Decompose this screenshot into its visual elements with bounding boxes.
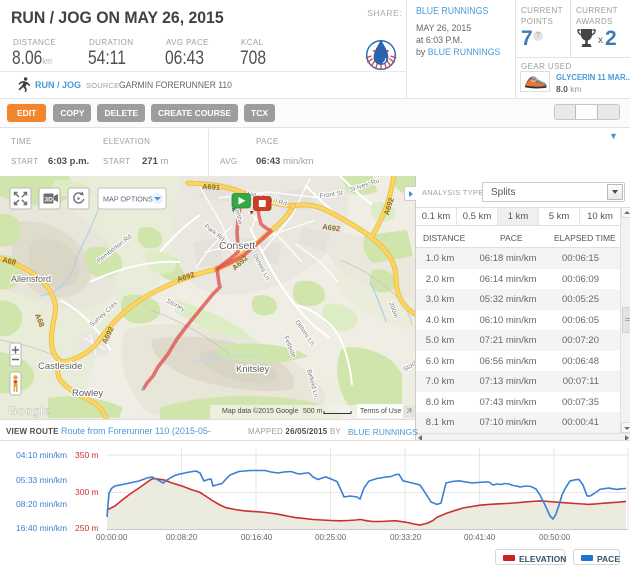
svg-text:500 m: 500 m: [303, 408, 323, 415]
svg-text:Knitsley: Knitsley: [236, 364, 270, 375]
svg-text:Rowley: Rowley: [72, 388, 103, 399]
svg-text:05:33 min/km: 05:33 min/km: [16, 475, 67, 485]
svg-text:3D: 3D: [45, 197, 54, 204]
svg-text:00:16:40: 00:16:40: [241, 533, 273, 542]
svg-text:00:33:20: 00:33:20: [390, 533, 422, 542]
svg-text:Castleside: Castleside: [38, 361, 82, 372]
svg-text:00:50:00: 00:50:00: [539, 533, 571, 542]
svg-text:A68: A68: [2, 255, 17, 267]
svg-text:16:40 min/km: 16:40 min/km: [16, 523, 67, 533]
svg-text:04:10 min/km: 04:10 min/km: [16, 450, 67, 460]
svg-text:00:08:20: 00:08:20: [166, 533, 198, 542]
svg-text:Terms of Use: Terms of Use: [360, 408, 401, 415]
svg-text:l Rd: l Rd: [275, 198, 288, 208]
svg-text:Map data ©2015 Google: Map data ©2015 Google: [222, 407, 298, 415]
svg-text:MAP OPTIONS: MAP OPTIONS: [103, 195, 153, 204]
svg-text:00:41:40: 00:41:40: [464, 533, 496, 542]
svg-text:00:00:00: 00:00:00: [96, 533, 128, 542]
svg-text:Consett: Consett: [219, 240, 255, 252]
svg-text:A691: A691: [202, 182, 220, 192]
svg-text:300 m: 300 m: [75, 487, 99, 497]
svg-text:08:20 min/km: 08:20 min/km: [16, 499, 67, 509]
svg-text:Allensford: Allensford: [11, 274, 51, 284]
svg-text:00:25:00: 00:25:00: [315, 533, 347, 542]
svg-text:Google: Google: [8, 406, 51, 418]
svg-text:A692: A692: [322, 222, 341, 233]
svg-text:250 m: 250 m: [75, 523, 99, 533]
svg-text:350 m: 350 m: [75, 450, 99, 460]
